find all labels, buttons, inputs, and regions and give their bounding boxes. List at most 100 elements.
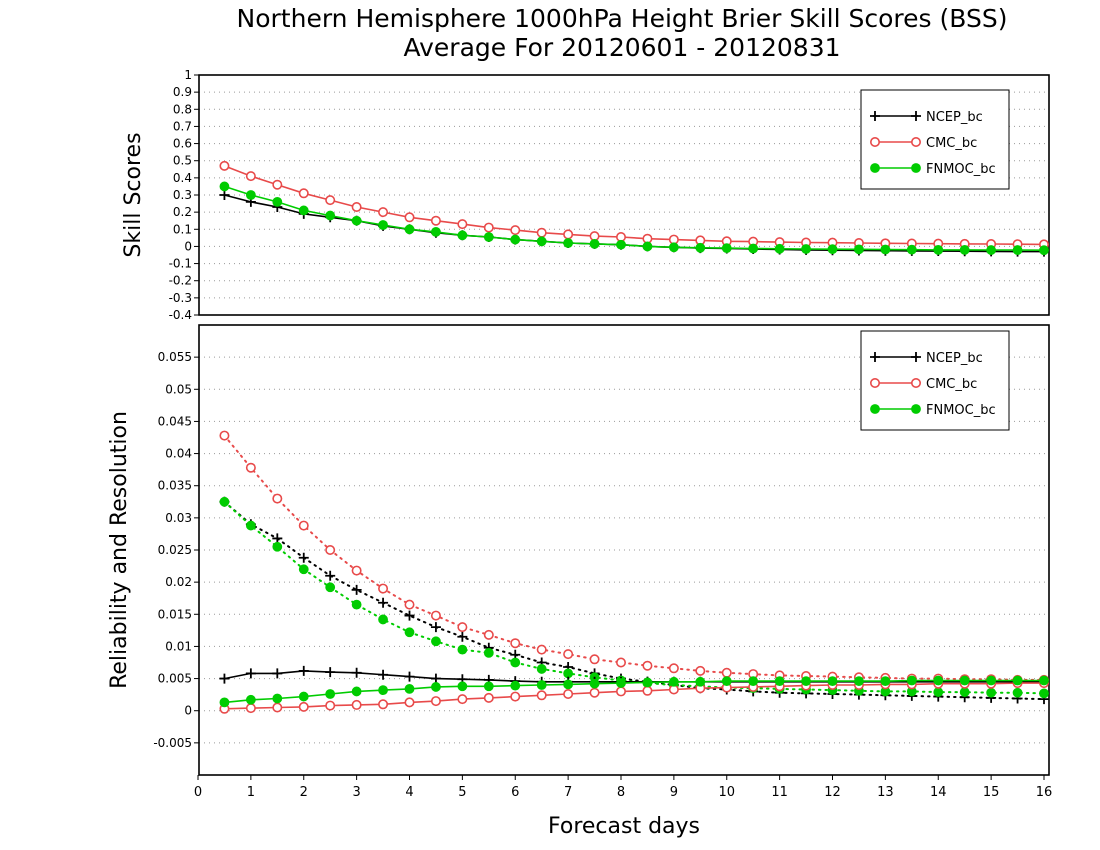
data-point bbox=[801, 676, 811, 687]
data-point bbox=[298, 552, 309, 563]
data-point bbox=[774, 676, 785, 687]
reliability-resolution-panel: 0.055 0.05 0.045 0.04 0.035 0.03 0.025 0.02 0.01… bbox=[107, 324, 1050, 776]
legend-marker bbox=[911, 352, 921, 362]
data-point bbox=[589, 687, 600, 698]
y-tick-label: 0.6 bbox=[173, 137, 192, 151]
data-point bbox=[748, 676, 759, 687]
data-point bbox=[430, 673, 441, 684]
data-point bbox=[801, 244, 811, 254]
data-point bbox=[245, 171, 256, 182]
data-point bbox=[695, 242, 706, 253]
x-tick-label: 6 bbox=[511, 785, 519, 800]
data-point bbox=[351, 584, 362, 595]
data-point bbox=[298, 701, 309, 712]
data-point bbox=[721, 243, 732, 254]
legend-marker bbox=[869, 377, 880, 388]
y-tick-label: 0.03 bbox=[165, 511, 192, 525]
data-point bbox=[272, 693, 283, 704]
legend-marker bbox=[910, 377, 921, 388]
legend-marker bbox=[911, 404, 921, 414]
data-point bbox=[563, 229, 574, 240]
data-point bbox=[272, 533, 283, 544]
data-point bbox=[959, 687, 970, 697]
data-point bbox=[219, 697, 230, 708]
legend-marker bbox=[910, 137, 921, 148]
data-point bbox=[298, 520, 309, 531]
y-tick-label: 0.015 bbox=[158, 607, 192, 621]
data-point bbox=[404, 697, 415, 708]
y-tick-label: -0.3 bbox=[169, 291, 192, 305]
data-point bbox=[483, 647, 494, 658]
data-point bbox=[642, 677, 653, 688]
x-tick-label: 15 bbox=[983, 785, 1000, 800]
series-CMC_bc-solid bbox=[219, 160, 1050, 250]
x-tick-label: 7 bbox=[564, 785, 572, 800]
data-point bbox=[272, 179, 283, 190]
data-point bbox=[933, 687, 944, 697]
data-point bbox=[933, 244, 944, 255]
data-point bbox=[642, 660, 653, 671]
data-point bbox=[298, 205, 309, 216]
data-point bbox=[404, 212, 415, 223]
x-axis-label: Forecast days bbox=[548, 814, 700, 839]
series-line bbox=[223, 185, 1045, 251]
legend: NCEP_bc CMC_bc FNMOC_bc bbox=[860, 89, 1010, 190]
y-tick-label: -0.4 bbox=[169, 308, 192, 322]
data-point bbox=[457, 681, 468, 692]
data-point bbox=[483, 629, 494, 640]
data-point bbox=[430, 696, 441, 707]
data-point bbox=[880, 244, 891, 255]
x-tick-label: 10 bbox=[718, 785, 735, 800]
data-point bbox=[272, 493, 283, 504]
legend-marker bbox=[869, 137, 880, 148]
data-point bbox=[695, 665, 706, 676]
data-point bbox=[272, 702, 283, 713]
y-tick-label: 0.3 bbox=[173, 188, 192, 202]
y-tick-label: 0.7 bbox=[173, 119, 192, 133]
data-point bbox=[483, 692, 494, 703]
data-point bbox=[298, 691, 309, 702]
data-point bbox=[986, 687, 997, 698]
y-tick-label: 0.005 bbox=[158, 672, 192, 686]
data-point bbox=[589, 654, 600, 665]
y-tick-label: -0.2 bbox=[169, 274, 192, 288]
data-point bbox=[272, 668, 283, 679]
data-point bbox=[854, 676, 864, 687]
data-point bbox=[880, 676, 891, 687]
x-axis-ticks: 0 1 2 3 4 5 6 7 8 9 10 11 12 13 14 15 16 bbox=[194, 775, 1052, 800]
data-point bbox=[1012, 675, 1023, 686]
data-point bbox=[325, 210, 336, 221]
data-point bbox=[298, 665, 309, 676]
x-tick-label: 14 bbox=[930, 785, 947, 800]
data-point bbox=[642, 685, 653, 696]
data-point bbox=[404, 671, 415, 682]
y-tick-label: 0.8 bbox=[173, 102, 192, 116]
data-point bbox=[325, 667, 336, 678]
data-point bbox=[510, 225, 521, 236]
data-point bbox=[906, 675, 917, 686]
y-tick-label: 0.045 bbox=[158, 414, 192, 428]
data-point bbox=[219, 190, 230, 200]
x-tick-label: 16 bbox=[1036, 785, 1053, 800]
plot-frame bbox=[198, 74, 1050, 316]
data-point bbox=[986, 675, 997, 686]
x-tick-label: 9 bbox=[670, 785, 678, 800]
data-point bbox=[510, 680, 521, 691]
chart-title: Northern Hemisphere 1000hPa Height Brier… bbox=[237, 4, 1008, 33]
data-point bbox=[589, 678, 600, 689]
data-point bbox=[378, 597, 389, 608]
y-tick-label: 0.055 bbox=[158, 350, 192, 364]
data-point bbox=[1039, 245, 1049, 256]
data-point bbox=[457, 694, 468, 705]
data-point bbox=[325, 700, 336, 711]
y-tick-label: 0 bbox=[184, 704, 192, 718]
x-tick-label: 1 bbox=[247, 785, 255, 800]
data-point bbox=[378, 583, 389, 594]
data-point bbox=[351, 215, 362, 226]
data-point bbox=[351, 667, 362, 678]
data-point bbox=[695, 676, 706, 687]
legend-marker bbox=[911, 111, 921, 121]
data-point bbox=[1012, 687, 1023, 698]
data-point bbox=[748, 243, 759, 254]
